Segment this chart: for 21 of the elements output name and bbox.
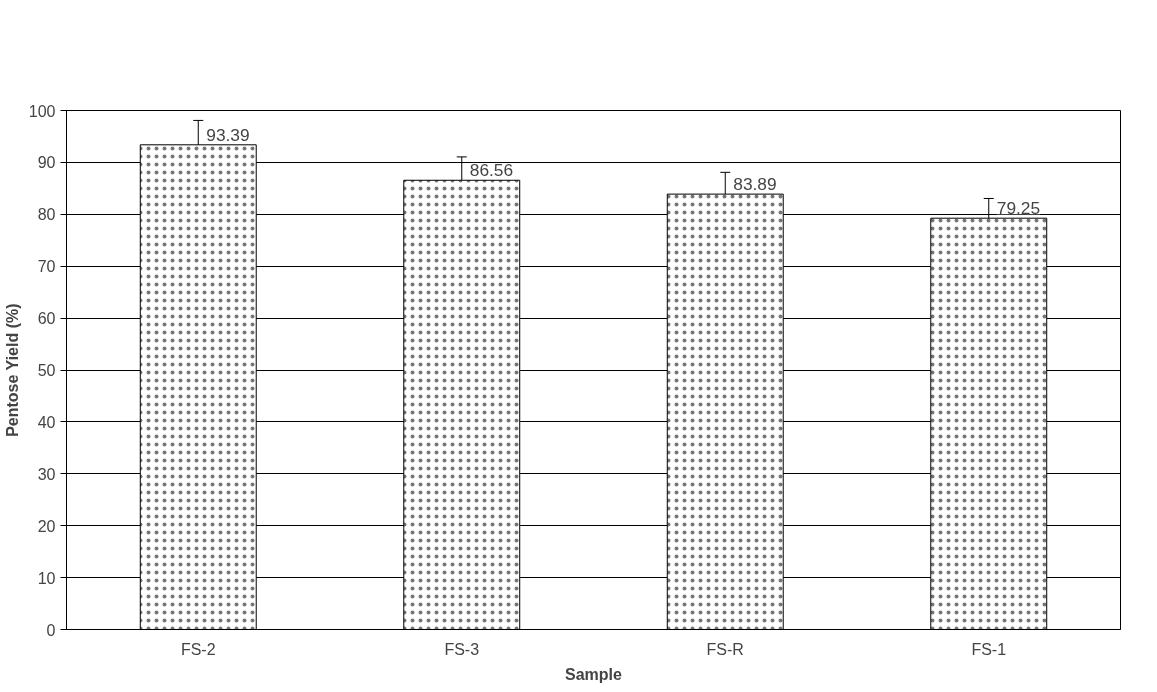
y-tick-label: 10 [37, 569, 56, 587]
data-label: 93.39 [206, 124, 250, 145]
y-tick-label: 30 [37, 465, 56, 483]
y-tick-label: 20 [37, 517, 56, 535]
data-label: 86.56 [469, 160, 514, 181]
x-axis-title: Sample [565, 665, 623, 683]
y-axis-title: Pentose Yield (%) [3, 303, 21, 437]
x-tick-label: FS-3 [444, 640, 480, 658]
y-tick-label: 60 [37, 310, 56, 328]
x-tick-label: FS-2 [180, 640, 216, 658]
data-label: 83.89 [733, 174, 777, 195]
x-tick-label: FS-1 [971, 640, 1007, 658]
y-tick-label: 70 [37, 258, 56, 276]
y-tick-label: 50 [37, 362, 56, 379]
y-tick-label: 100 [28, 102, 56, 120]
y-tick-label: 90 [37, 154, 56, 172]
y-tick-label: 80 [37, 206, 56, 224]
y-tick-label: 0 [46, 621, 56, 639]
x-tick-label: FS-R [706, 640, 744, 658]
y-tick-label: 40 [37, 413, 56, 431]
data-label: 79.25 [996, 198, 1041, 219]
